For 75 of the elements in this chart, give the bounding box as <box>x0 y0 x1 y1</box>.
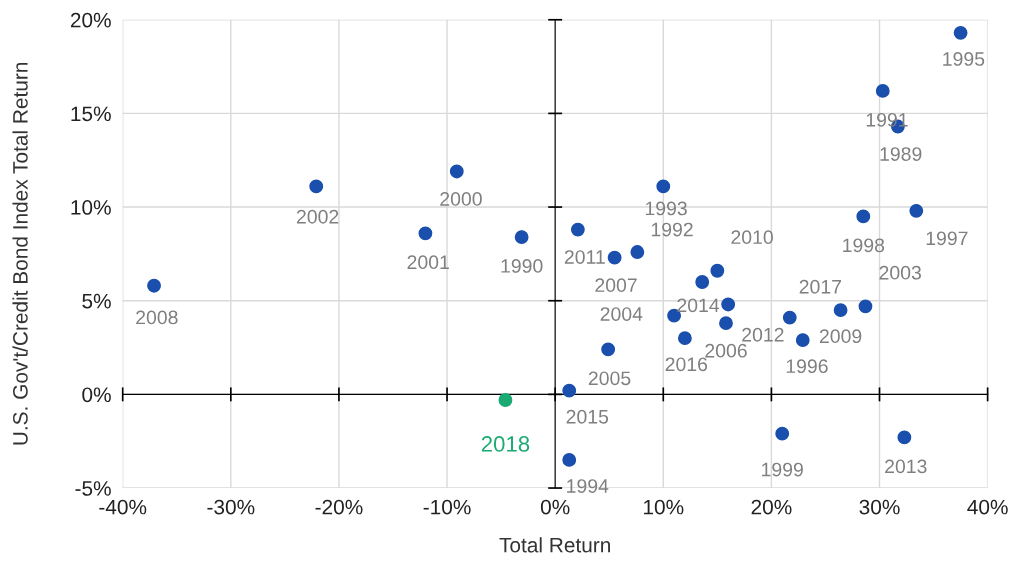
point <box>875 84 890 98</box>
annotation: 1991 <box>866 112 908 127</box>
annotation: 2011 <box>564 250 605 264</box>
annotation: 1989 <box>880 147 922 161</box>
y-tick-label: 15% <box>71 106 111 122</box>
annotation: 2003 <box>879 265 921 280</box>
annotation: 2015 <box>566 409 609 424</box>
point <box>782 310 797 325</box>
annotation: 2007 <box>595 278 637 293</box>
y-axis-title: U.S. Gov't/Credit Bond Index Total Return <box>12 62 28 445</box>
y-tick-label: -5% <box>75 481 111 496</box>
point <box>147 278 161 293</box>
point <box>678 331 692 346</box>
point <box>695 275 710 289</box>
point <box>953 25 968 40</box>
point <box>897 430 912 445</box>
x-tick-label: 30% <box>859 499 900 515</box>
y-tick-label: 0% <box>82 387 111 403</box>
y-tick-label: 5% <box>82 293 111 309</box>
point <box>909 203 924 218</box>
point <box>775 426 790 441</box>
annotation: 2002 <box>296 209 339 224</box>
x-tick-label: -10% <box>423 499 471 515</box>
x-tick-label: 40% <box>967 499 1008 515</box>
annotation: 2017 <box>799 279 841 294</box>
annotation: 1996 <box>786 359 828 374</box>
point <box>562 453 577 467</box>
annotation: 1995 <box>943 52 985 66</box>
annotation: 2018 <box>481 436 530 452</box>
annotation: 2012 <box>742 327 784 342</box>
annotation: 2014 <box>677 298 720 313</box>
point <box>309 179 324 194</box>
point <box>607 250 622 265</box>
y-tick-label: 10% <box>71 200 111 215</box>
point <box>721 297 736 312</box>
point <box>858 299 873 314</box>
annotation: 2006 <box>705 343 747 358</box>
point <box>562 383 577 398</box>
point <box>449 164 464 179</box>
annotation: 2009 <box>819 329 862 344</box>
x-tick-label: -30% <box>207 499 255 515</box>
annotation: 2005 <box>588 371 631 386</box>
annotation: 2008 <box>136 310 178 325</box>
x-tick-label: 20% <box>751 499 792 515</box>
annotation: 1992 <box>651 222 693 237</box>
point <box>498 393 513 407</box>
point <box>719 316 733 331</box>
annotation: 1999 <box>762 462 803 477</box>
point <box>710 263 725 278</box>
point <box>833 303 848 317</box>
annotation: 2001 <box>407 255 449 270</box>
annotation: 2000 <box>440 192 482 206</box>
annotation: 2004 <box>600 307 643 321</box>
annotation: 1993 <box>645 201 687 216</box>
point <box>656 179 671 194</box>
point <box>630 245 645 259</box>
x-tick-label: 0% <box>540 499 570 515</box>
x-tick-label: -20% <box>315 499 363 515</box>
point <box>856 209 871 224</box>
point <box>514 230 529 244</box>
point <box>570 222 585 237</box>
y-tick-label: 20% <box>70 12 111 28</box>
point <box>601 342 616 357</box>
x-axis-title: Total Return <box>499 537 610 553</box>
annotation: 1994 <box>567 479 609 493</box>
annotation: 1990 <box>501 259 543 273</box>
point <box>418 226 433 241</box>
annotation: 2010 <box>731 230 773 245</box>
annotation: 2016 <box>665 357 708 372</box>
x-tick-label: 10% <box>644 499 684 515</box>
annotation: 2013 <box>885 459 927 474</box>
annotation: 1997 <box>926 231 968 246</box>
point <box>795 333 810 347</box>
annotation: 1998 <box>843 238 885 253</box>
x-tick-label: -40% <box>99 499 147 515</box>
